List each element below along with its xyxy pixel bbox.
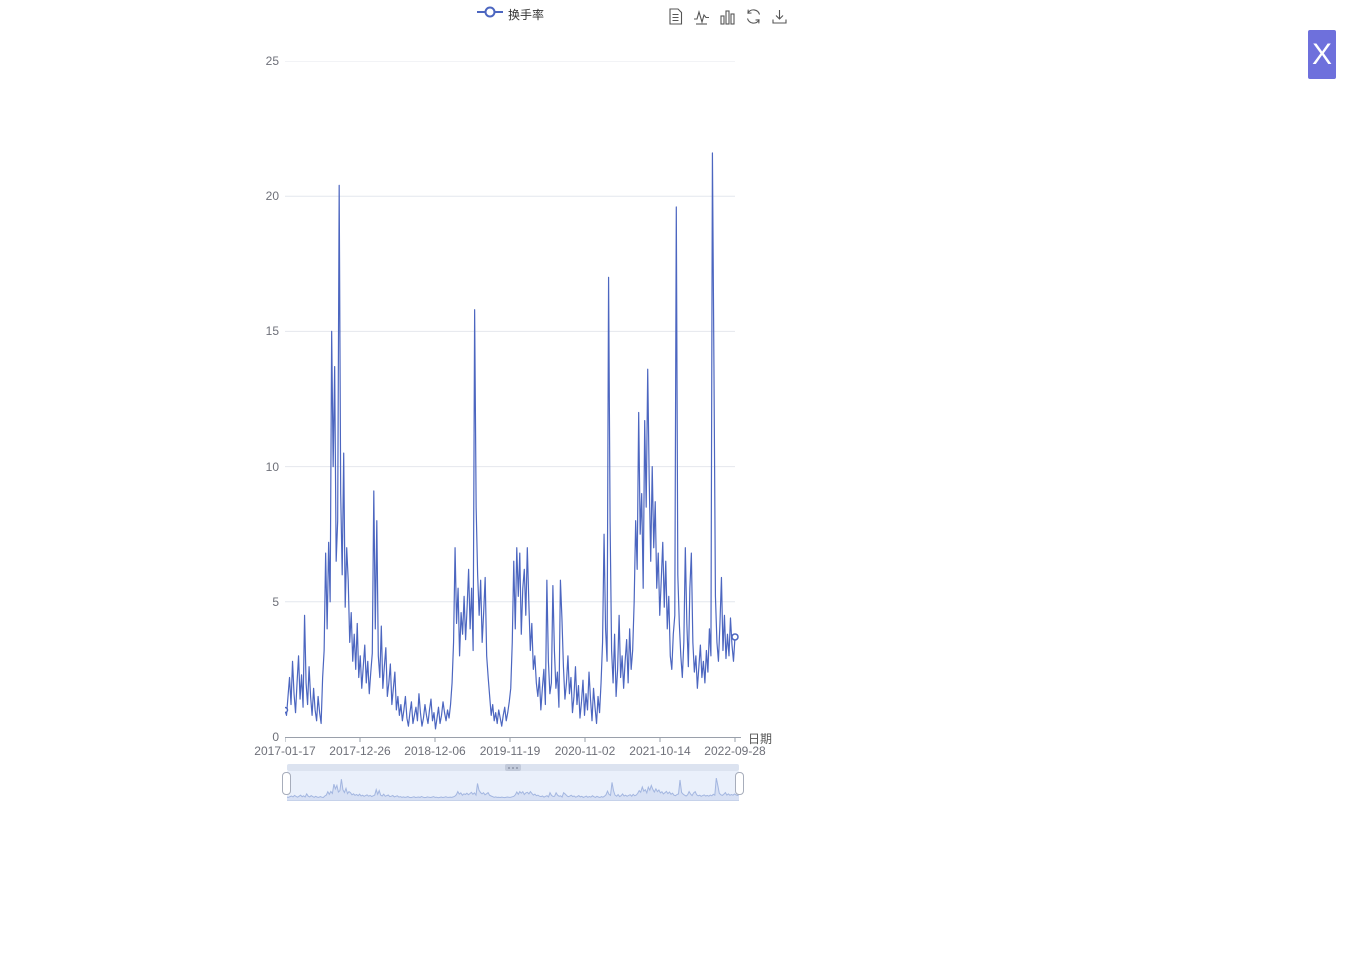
close-button[interactable]: X bbox=[1308, 30, 1336, 79]
series-start-marker bbox=[285, 706, 289, 714]
datazoom-area-fill bbox=[287, 778, 739, 800]
x-axis-name: 日期 bbox=[748, 732, 773, 746]
x-axis-label: 2020-11-02 bbox=[554, 744, 616, 758]
datazoom-track[interactable] bbox=[286, 771, 740, 801]
y-axis-label: 0 bbox=[272, 730, 279, 744]
x-axis-label: 2018-12-06 bbox=[404, 744, 466, 758]
legend-label: 换手率 bbox=[508, 8, 545, 22]
y-axis-label: 10 bbox=[265, 459, 279, 474]
data-view-icon[interactable] bbox=[667, 7, 684, 26]
datazoom-mini-chart bbox=[286, 777, 740, 800]
datazoom-left-handle[interactable] bbox=[282, 772, 291, 795]
restore-icon[interactable] bbox=[745, 7, 762, 26]
line-chart-icon[interactable] bbox=[693, 7, 710, 26]
legend-line-circle-icon bbox=[477, 5, 503, 24]
x-axis-label: 2017-12-26 bbox=[329, 744, 391, 758]
toolbox bbox=[667, 7, 788, 26]
datazoom-area-line bbox=[286, 777, 740, 799]
main-line-chart bbox=[285, 61, 741, 742]
series-end-marker bbox=[731, 633, 739, 641]
y-axis-label: 20 bbox=[265, 189, 279, 204]
datazoom-grip-icon[interactable] bbox=[505, 764, 521, 771]
save-image-icon[interactable] bbox=[771, 7, 788, 26]
series-line-turnover bbox=[285, 152, 736, 730]
y-axis-label: 15 bbox=[265, 324, 279, 339]
x-axis-label: 2019-11-19 bbox=[479, 744, 541, 758]
bar-chart-icon[interactable] bbox=[719, 7, 736, 26]
legend-item-turnover[interactable]: 换手率 bbox=[477, 5, 544, 24]
x-axis-label: 2017-01-17 bbox=[254, 744, 316, 758]
datazoom-right-handle[interactable] bbox=[735, 772, 744, 795]
datazoom-slider[interactable] bbox=[282, 764, 744, 801]
y-axis-label: 25 bbox=[265, 54, 279, 68]
x-axis-label: 2022-09-28 bbox=[704, 744, 766, 758]
y-axis-label: 5 bbox=[272, 594, 279, 609]
x-axis-label: 2021-10-14 bbox=[629, 744, 691, 758]
